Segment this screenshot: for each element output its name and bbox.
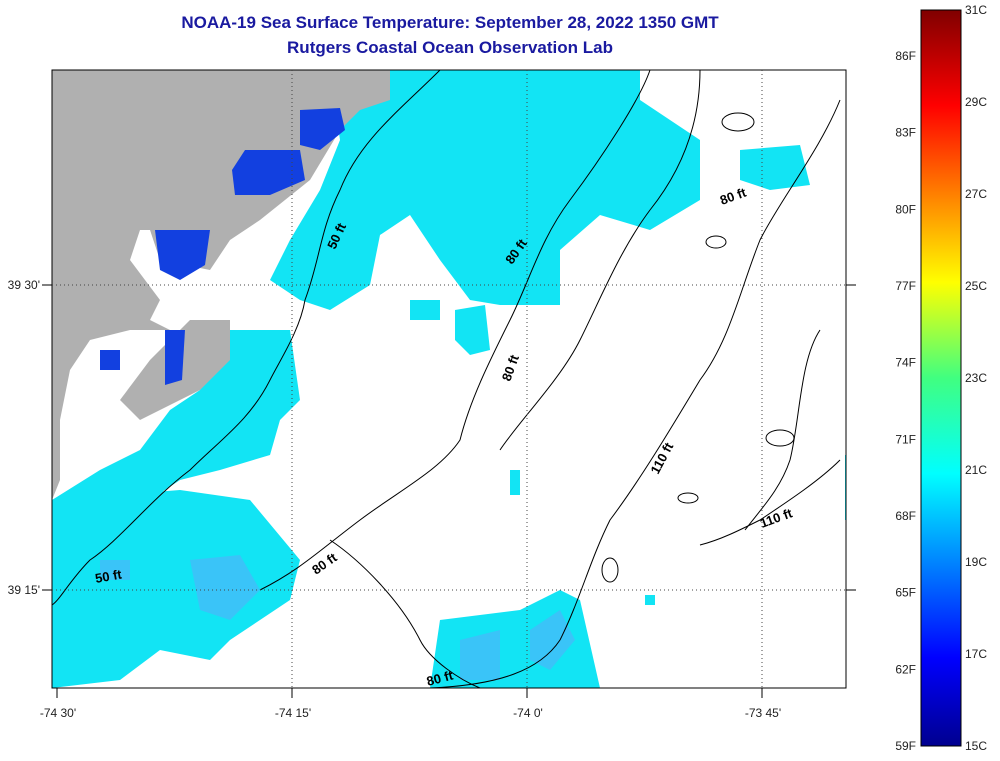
colorbar [920,9,962,747]
colorbar-celsius-label: 21C [965,463,987,477]
contour-label-80ft-e: 80 ft [425,667,455,689]
colorbar-celsius-label: 25C [965,279,987,293]
grid-lines [52,70,846,688]
colorbar-fahrenheit-label: 80F [895,202,916,216]
map-title: NOAA-19 Sea Surface Temperature: Septemb… [181,13,719,32]
depth-contours [52,70,841,688]
contour-label-80ft-b: 80 ft [499,352,522,383]
colorbar-celsius-label: 23C [965,371,987,385]
colorbar-celsius-labels: 31C 29C 27C 25C 23C 21C 19C 17C 15C [965,3,987,753]
sst-cold-patches [100,108,345,385]
colorbar-celsius-label: 31C [965,3,987,17]
map-subtitle: Rutgers Coastal Ocean Observation Lab [287,38,613,57]
contour-label-80ft-d: 80 ft [309,549,340,577]
colorbar-fahrenheit-label: 59F [895,739,916,753]
colorbar-fahrenheit-label: 83F [895,126,916,140]
tick-marks [42,284,856,698]
colorbar-fahrenheit-label: 74F [895,356,916,370]
x-tick-label-3: -73 45' [745,706,781,720]
x-tick-label-1: -74 15' [275,706,311,720]
colorbar-celsius-label: 19C [965,555,987,569]
colorbar-celsius-label: 17C [965,647,987,661]
colorbar-fahrenheit-label: 65F [895,586,916,600]
plot-frame [51,69,847,689]
x-tick-label-2: -74 0' [513,706,543,720]
x-tick-label-0: -74 30' [40,706,76,720]
contour-label-110ft-b: 110 ft [758,505,795,531]
contour-label-50ft-b: 50 ft [94,566,124,586]
colorbar-celsius-label: 15C [965,739,987,753]
y-tick-label-0: 39 30' [8,278,40,292]
colorbar-fahrenheit-label: 77F [895,279,916,293]
map-content [52,70,846,688]
colorbar-fahrenheit-label: 71F [895,432,916,446]
y-tick-label-1: 39 15' [8,583,40,597]
sst-mid-patches [100,555,575,680]
colorbar-fahrenheit-labels: 86F 83F 80F 77F 74F 71F 68F 65F 62F 59F [895,49,916,753]
contour-label-80ft-c: 80 ft [718,184,749,207]
colorbar-fahrenheit-label: 86F [895,49,916,63]
colorbar-fahrenheit-label: 62F [895,662,916,676]
colorbar-celsius-label: 29C [965,95,987,109]
colorbar-celsius-label: 27C [965,187,987,201]
colorbar-fahrenheit-label: 68F [895,509,916,523]
